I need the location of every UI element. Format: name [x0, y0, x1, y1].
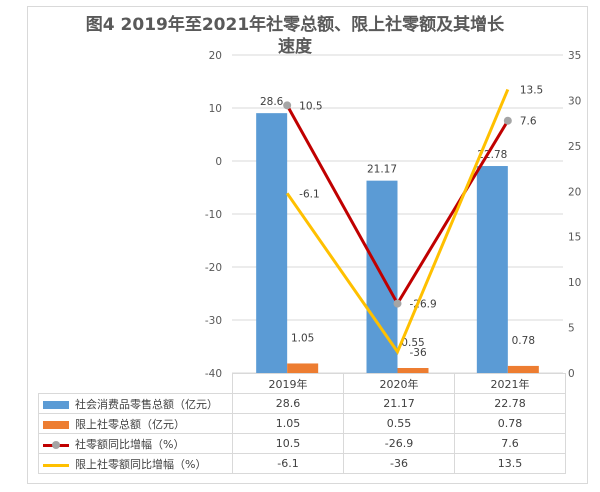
table-cell: 10.5	[232, 433, 344, 454]
right-axis-tick: 15	[568, 232, 581, 244]
chart-frame	[27, 6, 588, 484]
data-table: 2019年 2020年 2021年 社会消费品零售总额（亿元） 28.6 21.17…	[38, 373, 566, 474]
legend-line-icon	[43, 440, 69, 449]
line-marker	[503, 116, 512, 125]
left-axis-tick: 0	[215, 156, 222, 168]
bar-total-retail	[476, 166, 508, 373]
line-data-label: -36	[410, 347, 427, 359]
line-data-label: -6.1	[299, 188, 320, 200]
table-cell: 0.78	[454, 413, 566, 434]
line-data-label: 7.6	[520, 116, 537, 128]
left-axis-tick: -30	[205, 315, 222, 327]
bar-limited-retail	[397, 368, 429, 373]
table-cell: 1.05	[232, 413, 344, 434]
bar-limited-retail	[507, 365, 539, 373]
table-cell: 0.55	[343, 413, 455, 434]
line-marker	[283, 101, 292, 110]
line-growth-limited	[285, 88, 510, 355]
right-axis-tick: 30	[568, 95, 581, 107]
table-cell: 28.6	[232, 393, 344, 414]
legend-entry: 限上社零总额（亿元）	[38, 413, 233, 434]
line-data-label: 10.5	[299, 100, 322, 112]
table-cell: 22.78	[454, 393, 566, 414]
table-cell: 21.17	[343, 393, 455, 414]
right-axis-tick: 20	[568, 186, 581, 198]
right-axis-tick: 5	[568, 323, 575, 335]
table-cell: -36	[343, 453, 455, 474]
bar-data-label: 0.55	[401, 337, 424, 349]
right-axis-tick: 10	[568, 277, 581, 289]
bar-data-label: 28.6	[260, 96, 284, 108]
chart-title: 图4 2019年至2021年社零总额、限上社零额及其增长 速度	[60, 14, 530, 58]
legend-entry: 社零额同比增幅（%）	[38, 433, 233, 454]
bar-data-label: 21.17	[367, 164, 397, 176]
left-axis-tick: -10	[205, 209, 222, 221]
bar-data-label: 1.05	[291, 332, 314, 344]
right-axis-tick: 25	[568, 141, 581, 153]
table-row: 社零额同比增幅（%） 10.5 -26.9 7.6	[38, 433, 566, 454]
bar-limited-retail	[287, 363, 319, 373]
bar-data-label: 0.78	[512, 335, 535, 347]
line-marker	[393, 299, 402, 308]
legend-swatch-icon	[43, 420, 69, 429]
table-row: 社会消费品零售总额（亿元） 28.6 21.17 22.78	[38, 393, 566, 414]
table-header-cat: 2021年	[454, 373, 566, 394]
table-header-cat: 2020年	[343, 373, 455, 394]
legend-label: 社零额同比增幅（%）	[75, 437, 185, 451]
table-header-cat: 2019年	[232, 373, 344, 394]
table-row: 限上社零额同比增幅（%） -6.1 -36 13.5	[38, 453, 566, 474]
legend-label: 限上社零额同比增幅（%）	[75, 457, 207, 471]
left-axis-tick: 10	[209, 103, 222, 115]
line-data-label: -26.9	[410, 299, 437, 311]
legend-entry: 限上社零额同比增幅（%）	[38, 453, 233, 474]
legend-line-icon	[43, 461, 69, 469]
right-axis-tick: 0	[568, 368, 575, 380]
legend-swatch-icon	[43, 400, 69, 409]
table-row: 限上社零总额（亿元） 1.05 0.55 0.78	[38, 413, 566, 434]
left-axis-tick: 20	[209, 50, 222, 62]
bar-total-retail	[256, 113, 288, 374]
left-axis-tick: -20	[205, 262, 222, 274]
legend-label: 限上社零总额（亿元）	[75, 417, 185, 431]
line-data-label: 13.5	[520, 84, 543, 96]
legend-label: 社会消费品零售总额（亿元）	[75, 397, 218, 411]
chart-title-line1: 图4 2019年至2021年社零总额、限上社零额及其增长	[85, 15, 505, 35]
table-corner	[38, 373, 233, 394]
table-cell: 13.5	[454, 453, 566, 474]
legend-entry: 社会消费品零售总额（亿元）	[38, 393, 233, 414]
table-cell: 7.6	[454, 433, 566, 454]
table-cell: -6.1	[232, 453, 344, 474]
right-axis-tick: 35	[568, 50, 581, 62]
chart-title-line2: 速度	[278, 37, 312, 57]
table-cell: -26.9	[343, 433, 455, 454]
